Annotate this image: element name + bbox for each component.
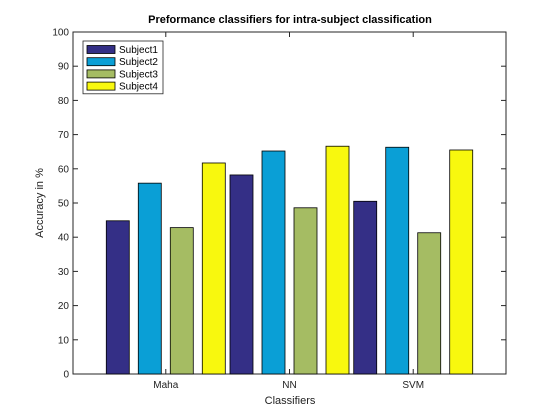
x-tick-label: Maha	[153, 380, 178, 391]
bar-subject4-nn	[325, 145, 350, 375]
plot-area: 0 10 20 30 40 50 60 70 80 90 100 Maha NN SVM	[52, 28, 507, 391]
y-tick-label: 10	[58, 335, 70, 346]
legend-label-subject1: Subject1	[119, 45, 158, 56]
bar-subject1-maha	[105, 220, 130, 375]
y-tick-label: 20	[58, 301, 70, 312]
chart-title: Preformance classifiers for intra-subjec…	[148, 14, 432, 26]
bar-subject3-maha	[169, 227, 194, 375]
legend-swatch-subject1	[86, 45, 116, 54]
bar-subject2-nn	[261, 150, 286, 375]
legend-swatch-subject2	[86, 57, 116, 67]
y-tick-label: 40	[58, 233, 70, 244]
y-tick-label: 90	[58, 62, 70, 73]
bar-subject3-nn	[293, 207, 318, 375]
bar-subject1-svm	[353, 200, 378, 375]
y-tick-label: 70	[58, 130, 70, 141]
legend-label-subject2: Subject2	[119, 57, 158, 68]
legend-swatch-subject3	[86, 69, 116, 79]
y-tick-label: 0	[63, 370, 69, 381]
bar-subject4-svm	[449, 149, 474, 375]
bar-subject1-nn	[229, 174, 254, 375]
legend-label-subject3: Subject3	[119, 69, 158, 80]
bar-subject2-maha	[137, 182, 162, 375]
y-tick-label: 60	[58, 164, 70, 175]
bar-subject2-svm	[385, 146, 410, 375]
y-tick-label: 100	[52, 28, 69, 39]
y-tick-label: 50	[58, 199, 70, 210]
x-tick-label: NN	[282, 380, 296, 391]
y-axis-label: Accuracy in %	[34, 168, 46, 238]
y-tick-label: 80	[58, 96, 70, 107]
bar-subject3-svm	[417, 232, 442, 375]
x-tick-label: SVM	[402, 380, 424, 391]
legend-swatch-subject4	[86, 81, 116, 91]
x-axis-label: Classifiers	[265, 395, 316, 407]
y-tick-label: 30	[58, 267, 70, 278]
bar-subject4-maha	[201, 162, 226, 375]
legend-label-subject4: Subject4	[119, 82, 158, 93]
